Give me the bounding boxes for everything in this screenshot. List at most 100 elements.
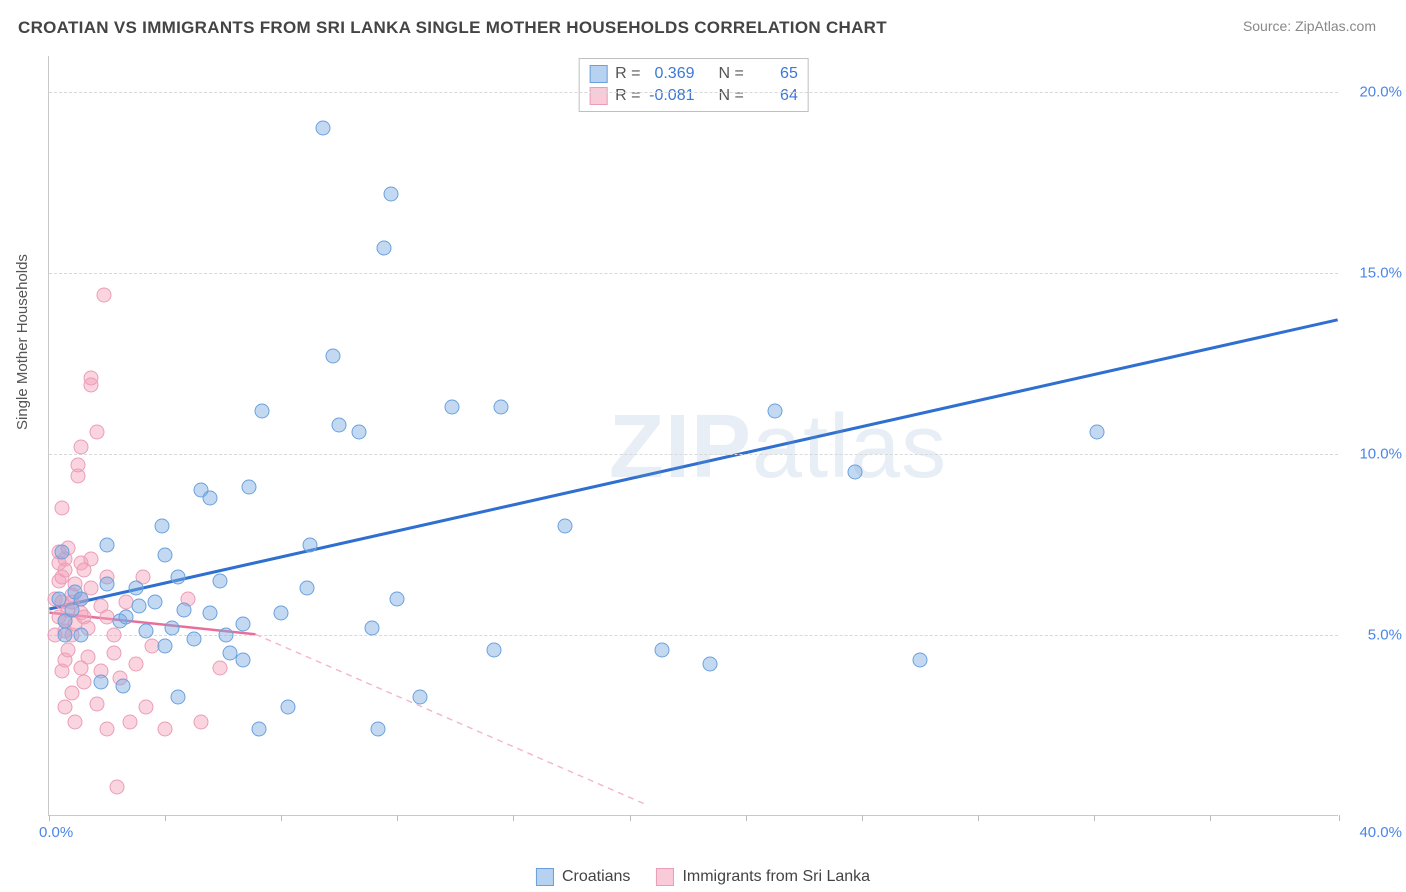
scatter-point bbox=[83, 371, 98, 386]
x-axis-max-label: 40.0% bbox=[1359, 824, 1402, 841]
scatter-point bbox=[177, 602, 192, 617]
scatter-point bbox=[158, 548, 173, 563]
scatter-point bbox=[67, 714, 82, 729]
scatter-point bbox=[90, 696, 105, 711]
scatter-point bbox=[158, 722, 173, 737]
scatter-point bbox=[61, 642, 76, 657]
chart-title: CROATIAN VS IMMIGRANTS FROM SRI LANKA SI… bbox=[18, 18, 887, 38]
n-value-pink: 64 bbox=[752, 85, 798, 107]
x-tick bbox=[281, 815, 282, 821]
scatter-point bbox=[203, 606, 218, 621]
scatter-point bbox=[383, 186, 398, 201]
scatter-point bbox=[154, 519, 169, 534]
scatter-point bbox=[654, 642, 669, 657]
scatter-point bbox=[212, 660, 227, 675]
gridline bbox=[49, 273, 1338, 274]
scatter-point bbox=[77, 675, 92, 690]
source-attribution: Source: ZipAtlas.com bbox=[1243, 18, 1376, 34]
scatter-point bbox=[74, 628, 89, 643]
scatter-point bbox=[138, 624, 153, 639]
scatter-point bbox=[58, 628, 73, 643]
stats-legend-box: R = 0.369 N = 65 R = -0.081 N = 64 bbox=[578, 58, 809, 112]
scatter-point bbox=[235, 653, 250, 668]
scatter-point bbox=[212, 573, 227, 588]
scatter-point bbox=[364, 620, 379, 635]
scatter-point bbox=[171, 689, 186, 704]
scatter-point bbox=[390, 591, 405, 606]
scatter-point bbox=[64, 685, 79, 700]
scatter-point bbox=[164, 620, 179, 635]
scatter-point bbox=[74, 591, 89, 606]
scatter-point bbox=[370, 722, 385, 737]
scatter-point bbox=[158, 638, 173, 653]
scatter-point bbox=[912, 653, 927, 668]
legend-label-pink: Immigrants from Sri Lanka bbox=[682, 868, 870, 886]
stats-row-blue: R = 0.369 N = 65 bbox=[589, 63, 798, 85]
scatter-point bbox=[96, 287, 111, 302]
r-value-pink: -0.081 bbox=[649, 85, 695, 107]
x-tick bbox=[978, 815, 979, 821]
scatter-point bbox=[241, 479, 256, 494]
x-tick bbox=[862, 815, 863, 821]
gridline bbox=[49, 635, 1338, 636]
scatter-point bbox=[58, 700, 73, 715]
scatter-point bbox=[122, 714, 137, 729]
x-tick bbox=[49, 815, 50, 821]
scatter-point bbox=[445, 400, 460, 415]
x-tick bbox=[1339, 815, 1340, 821]
scatter-point bbox=[377, 240, 392, 255]
x-tick bbox=[397, 815, 398, 821]
n-value-blue: 65 bbox=[752, 63, 798, 85]
x-tick bbox=[513, 815, 514, 821]
x-axis-min-label: 0.0% bbox=[39, 824, 73, 841]
scatter-point bbox=[74, 439, 89, 454]
legend-item-pink: Immigrants from Sri Lanka bbox=[656, 868, 870, 886]
scatter-point bbox=[235, 617, 250, 632]
scatter-point bbox=[251, 722, 266, 737]
n-label: N = bbox=[719, 63, 744, 85]
y-tick-label: 10.0% bbox=[1342, 446, 1402, 463]
scatter-point bbox=[109, 780, 124, 795]
scatter-point bbox=[90, 425, 105, 440]
y-axis-label: Single Mother Households bbox=[14, 254, 31, 430]
scatter-point bbox=[203, 490, 218, 505]
r-value-blue: 0.369 bbox=[649, 63, 695, 85]
trend-line bbox=[255, 634, 645, 804]
scatter-point bbox=[51, 591, 66, 606]
scatter-point bbox=[187, 631, 202, 646]
scatter-point bbox=[848, 465, 863, 480]
legend-item-blue: Croatians bbox=[536, 868, 630, 886]
scatter-point bbox=[493, 400, 508, 415]
chart-plot-area: R = 0.369 N = 65 R = -0.081 N = 64 ZIPat… bbox=[48, 56, 1338, 816]
x-tick bbox=[1210, 815, 1211, 821]
scatter-point bbox=[106, 628, 121, 643]
gridline bbox=[49, 92, 1338, 93]
trend-line bbox=[49, 320, 1337, 609]
scatter-point bbox=[254, 403, 269, 418]
swatch-blue-icon bbox=[589, 65, 607, 83]
scatter-point bbox=[219, 628, 234, 643]
scatter-point bbox=[412, 689, 427, 704]
scatter-point bbox=[303, 537, 318, 552]
scatter-point bbox=[274, 606, 289, 621]
scatter-point bbox=[351, 425, 366, 440]
scatter-point bbox=[119, 609, 134, 624]
x-tick bbox=[746, 815, 747, 821]
r-label: R = bbox=[615, 63, 640, 85]
scatter-point bbox=[106, 646, 121, 661]
gridline bbox=[49, 454, 1338, 455]
scatter-point bbox=[558, 519, 573, 534]
scatter-point bbox=[83, 552, 98, 567]
swatch-blue-icon bbox=[536, 868, 554, 886]
legend-label-blue: Croatians bbox=[562, 868, 630, 886]
trend-lines-svg bbox=[49, 56, 1338, 815]
scatter-point bbox=[300, 581, 315, 596]
scatter-point bbox=[332, 418, 347, 433]
watermark-bold: ZIP bbox=[609, 397, 752, 497]
scatter-point bbox=[54, 544, 69, 559]
scatter-point bbox=[487, 642, 502, 657]
scatter-point bbox=[54, 501, 69, 516]
scatter-point bbox=[193, 714, 208, 729]
scatter-point bbox=[129, 581, 144, 596]
y-tick-label: 5.0% bbox=[1342, 627, 1402, 644]
